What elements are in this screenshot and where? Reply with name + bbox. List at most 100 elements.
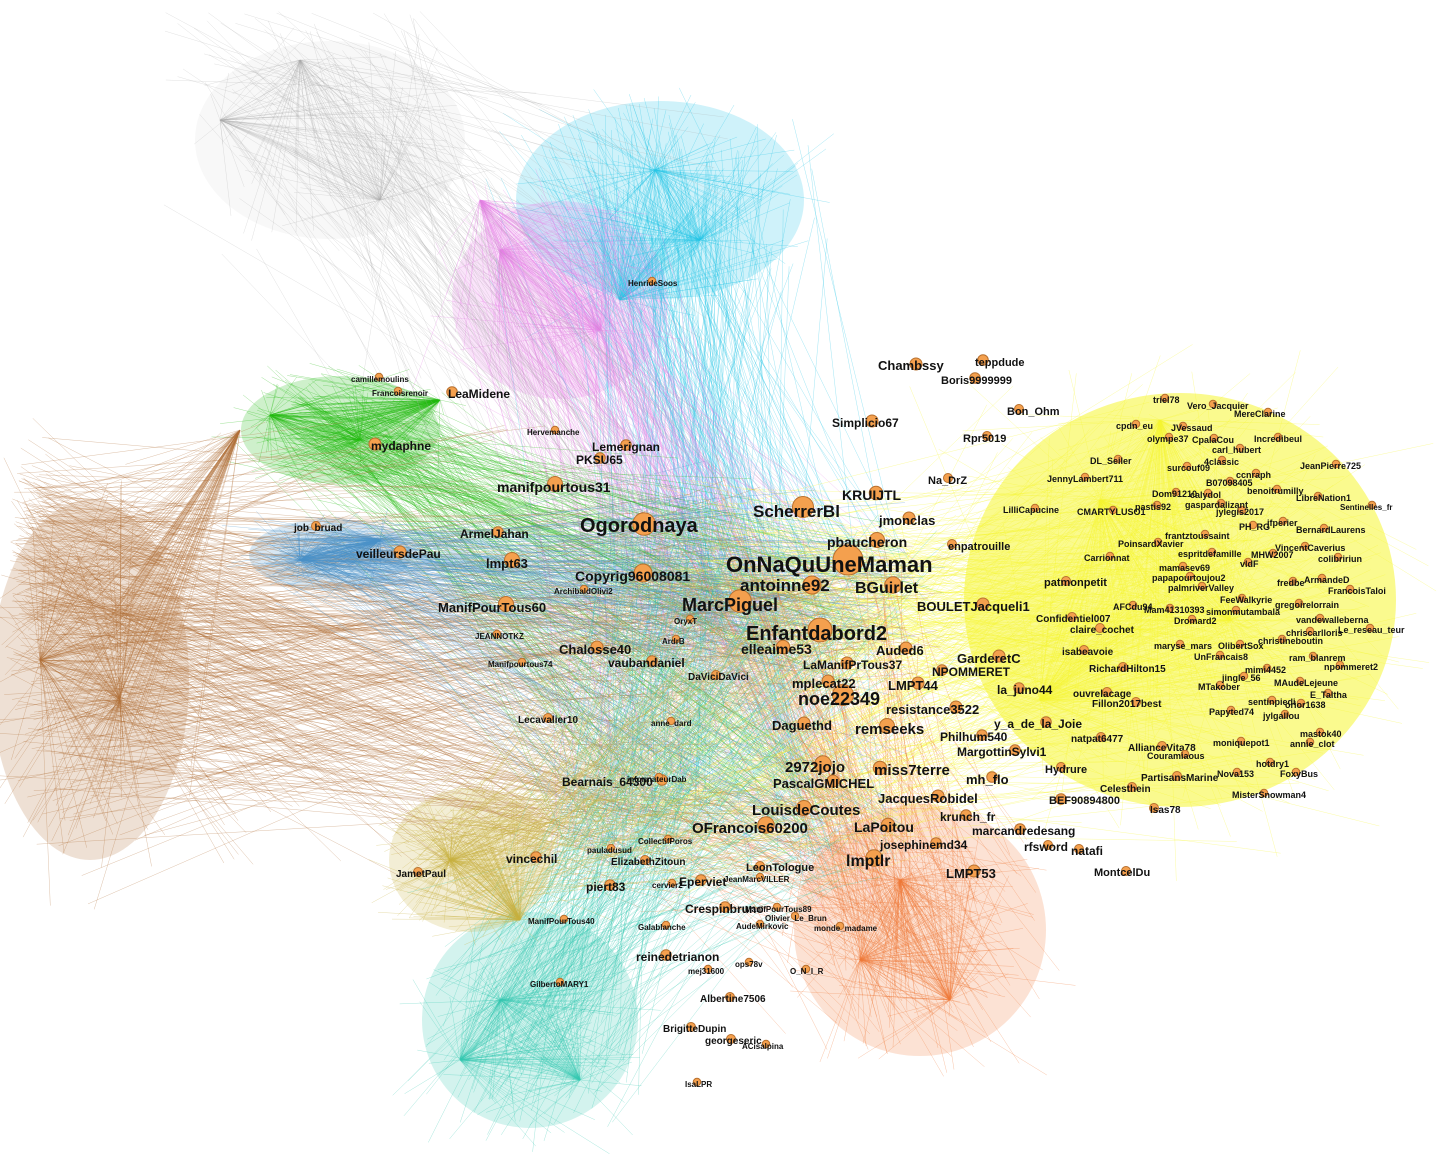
node-auded6[interactable]: Auded6 — [876, 641, 924, 658]
node-bouletjacqueli1[interactable]: BOULETJacqueli1 — [917, 597, 1030, 614]
node-circle[interactable] — [772, 902, 782, 912]
node-o-n-i-r[interactable]: O_N_I_R — [790, 964, 824, 976]
node-circle[interactable] — [790, 911, 800, 921]
node-y-a-de-la-joie[interactable]: y_a_de_la_Joie — [994, 716, 1082, 731]
node-circle[interactable] — [1217, 455, 1227, 465]
node-circle[interactable] — [1074, 844, 1084, 854]
node-veilleursdepau[interactable]: veilleursdePau — [356, 545, 441, 561]
node-circle[interactable] — [530, 851, 542, 863]
node-benoitrumilly[interactable]: benoitrumilly — [1247, 484, 1304, 496]
node-circle[interactable] — [692, 1077, 702, 1087]
node-lmpt53[interactable]: LMPT53 — [946, 864, 996, 881]
node-jeannotkz[interactable]: JEANNOTKZ — [475, 629, 524, 641]
node-job-bruad[interactable]: job_bruad — [293, 521, 342, 535]
node-hydrure[interactable]: Hydrure — [1045, 762, 1087, 777]
node-circle[interactable] — [543, 713, 553, 723]
node-circle[interactable] — [1203, 488, 1213, 498]
node-moniquepot1[interactable]: moniquepot1 — [1213, 736, 1270, 748]
node-circle[interactable] — [1263, 407, 1273, 417]
node-remseeks[interactable]: remseeks — [855, 718, 924, 739]
node-circle[interactable] — [969, 372, 981, 384]
node-circle[interactable] — [1267, 695, 1277, 705]
node-ram-blanrem[interactable]: ram_blanrem — [1289, 651, 1346, 663]
node-circle[interactable] — [640, 855, 650, 865]
node-lmpt63[interactable]: lmpt63 — [486, 552, 528, 572]
node-ardrb[interactable]: ArdrB — [662, 634, 685, 646]
node-claire-cochet[interactable]: claire_cochet — [1070, 623, 1135, 637]
node-mam41310393[interactable]: Mam41310393 — [1144, 603, 1205, 615]
node-dl-seiler[interactable]: DL_Seiler — [1090, 454, 1132, 466]
node-circle[interactable] — [930, 837, 942, 849]
node-circle[interactable] — [1030, 503, 1040, 513]
node-circle[interactable] — [1175, 639, 1185, 649]
node-circle[interactable] — [884, 576, 902, 594]
node-cmartyluso1[interactable]: CMARTYLUSO1 — [1077, 505, 1146, 517]
node-circle[interactable] — [1207, 547, 1217, 557]
node-circle[interactable] — [632, 512, 656, 536]
node-circle[interactable] — [1095, 623, 1105, 633]
node-circle[interactable] — [899, 641, 913, 655]
node-circle[interactable] — [559, 914, 569, 924]
node-vandewalleberna[interactable]: vandewalleberna — [1296, 613, 1370, 625]
node-onnaquunemaman[interactable]: OnNaQuUneMaman — [726, 544, 933, 577]
node-daguethd[interactable]: Daguethd — [772, 716, 832, 733]
node-circle[interactable] — [1294, 598, 1304, 608]
node-jeanpierre725[interactable]: JeanPierre725 — [1300, 459, 1361, 471]
node-incredibeul[interactable]: Incredibeul — [1254, 432, 1302, 444]
node-circle[interactable] — [792, 496, 814, 518]
node-circle[interactable] — [1272, 484, 1282, 494]
node-4classic[interactable]: 4classic — [1204, 455, 1239, 467]
node-manifpourtous89[interactable]: ManifPourTous89 — [745, 902, 812, 914]
node-circle[interactable] — [1365, 623, 1375, 633]
node-circle[interactable] — [1200, 529, 1210, 539]
node-circle[interactable] — [1236, 736, 1246, 746]
node-triel78[interactable]: triel78 — [1153, 393, 1180, 405]
node-vero-jacquier[interactable]: Vero_Jacquier — [1187, 399, 1249, 411]
node-circle[interactable] — [865, 849, 883, 867]
node-philhum540[interactable]: Philhum540 — [940, 729, 1008, 744]
node-circle[interactable] — [1080, 472, 1090, 482]
node-vldf[interactable]: vldF — [1240, 557, 1259, 569]
node-circle[interactable] — [660, 949, 672, 961]
node-circle[interactable] — [807, 617, 833, 643]
node-circle[interactable] — [1235, 639, 1245, 649]
node-manifpourtous31[interactable]: manifpourtous31 — [497, 476, 611, 496]
node-e-taltha[interactable]: E_Taltha — [1310, 688, 1348, 700]
node-circle[interactable] — [725, 992, 735, 1002]
node-circle[interactable] — [1295, 676, 1305, 686]
node-circle[interactable] — [1333, 552, 1343, 562]
node-camillemoulins[interactable]: camillemoulins — [351, 372, 409, 384]
node-albertine7506[interactable]: Albertine7506 — [700, 992, 766, 1006]
node-jametpaul[interactable]: JametPaul — [396, 867, 446, 881]
node-copyrig96008081[interactable]: Copyrig96008081 — [575, 563, 690, 584]
node-circle[interactable] — [492, 526, 504, 538]
node-mhw2007[interactable]: MHW2007 — [1251, 548, 1294, 560]
node-confidentiel007[interactable]: Confidentiel007 — [1036, 612, 1111, 626]
node-circle[interactable] — [1235, 443, 1245, 453]
node-circle[interactable] — [1317, 573, 1327, 583]
node-jvessaud[interactable]: JVessaud — [1171, 421, 1213, 433]
node-chambssy[interactable]: Chambssy — [878, 357, 945, 373]
node-circle[interactable] — [1248, 520, 1258, 530]
node-circle[interactable] — [1308, 651, 1318, 661]
node-dom91210[interactable]: Dom91210 — [1152, 487, 1197, 499]
node-hotdry1[interactable]: hotdry1 — [1256, 757, 1289, 769]
node-circle[interactable] — [594, 452, 606, 464]
node-circle[interactable] — [1268, 548, 1278, 558]
node-scherrerbl[interactable]: ScherrerBl — [753, 496, 840, 522]
node-circle[interactable] — [1335, 660, 1345, 670]
node-simplicio67[interactable]: Simplicio67 — [832, 414, 899, 430]
node-circle[interactable] — [755, 861, 765, 871]
node-sentinpiedi[interactable]: sentinpiedi — [1248, 695, 1296, 707]
node-circle[interactable] — [1121, 866, 1131, 876]
node-noe22349[interactable]: noe22349 — [798, 684, 880, 710]
node-circle[interactable] — [1216, 498, 1226, 508]
node-circle[interactable] — [1108, 505, 1118, 515]
node-circle[interactable] — [311, 521, 321, 531]
node-circle[interactable] — [671, 634, 681, 644]
node-circle[interactable] — [654, 772, 664, 782]
node-la-juno44[interactable]: la_juno44 — [997, 682, 1053, 697]
node-circle[interactable] — [1237, 505, 1247, 515]
node-pascalgmichel[interactable]: PascalGMICHEL — [773, 774, 874, 791]
node-fredbe[interactable]: fredbe — [1277, 576, 1305, 588]
